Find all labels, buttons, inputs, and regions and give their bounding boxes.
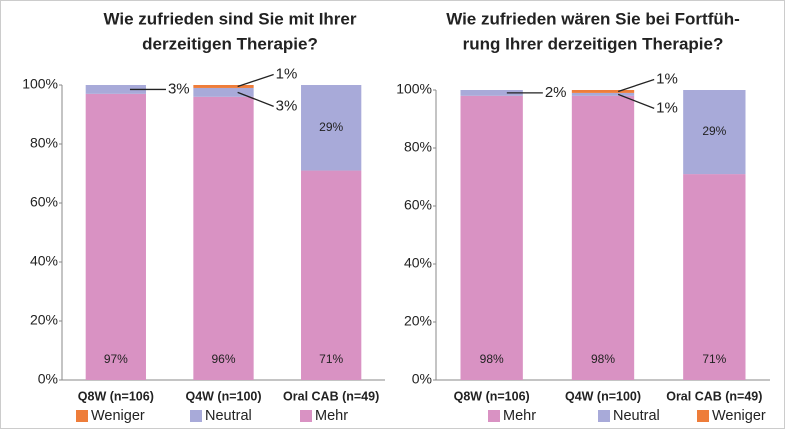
data-label: 3% [168,80,190,97]
data-label: 96% [211,352,235,366]
bar-segment [571,92,635,96]
data-label: 71% [702,352,726,366]
legend-swatch [190,410,202,422]
data-label: 1% [276,65,298,82]
bar-segment [460,95,523,381]
data-label: 29% [702,124,726,138]
y-tick-label: 40% [404,255,432,271]
data-label: 98% [591,352,615,366]
bar-segment [193,85,254,88]
data-label: 3% [276,97,298,114]
bar-segment [460,90,523,96]
y-tick-label: 60% [404,197,432,213]
chart-title: derzeitigen Therapie? [142,34,318,53]
bar-segment [301,85,362,171]
legend-swatch [697,410,709,422]
bar-segment [85,85,146,94]
y-tick-label: 100% [396,81,432,97]
chart-title: Wie zufrieden sind Sie mit Ihrer [103,9,356,28]
data-label: 97% [104,352,128,366]
legend-swatch [598,410,610,422]
chart-title: rung Ihrer derzeitigen Therapie? [463,34,724,53]
bar-segment [683,174,746,380]
legend-label: Mehr [315,408,348,424]
bar-segment [193,87,254,97]
y-tick-label: 80% [30,135,58,151]
y-tick-label: 0% [412,371,432,387]
data-label: 1% [656,70,678,87]
y-tick-label: 80% [404,139,432,155]
x-tick-label: Q8W (n=106) [78,389,154,403]
x-tick-label: Oral CAB (n=49) [666,389,762,403]
data-label: 98% [480,352,504,366]
y-tick-label: 40% [30,253,58,269]
y-tick-label: 100% [22,76,58,92]
leader-line [617,78,655,93]
legend-label: Neutral [613,408,660,424]
bar-segment [683,90,746,175]
chart-title: Wie zufrieden wären Sie bei Fortfüh- [446,9,740,28]
y-tick-label: 0% [38,371,58,387]
legend-swatch [488,410,500,422]
bar-segment [571,90,635,93]
leader-line [617,93,655,109]
x-tick-label: Q4W (n=100) [185,389,261,403]
legend-label: Neutral [205,408,252,424]
x-tick-label: Q8W (n=106) [454,389,530,403]
leader-line [237,91,274,107]
bar-segment [193,96,254,381]
leader-line [237,73,274,88]
y-tick-label: 20% [30,312,58,328]
data-label: 2% [545,84,567,101]
x-tick-label: Q4W (n=100) [565,389,641,403]
data-label: 29% [319,120,343,134]
legend-label: Weniger [91,408,145,424]
data-label: 1% [656,99,678,116]
legend-label: Mehr [503,408,536,424]
legend-swatch [300,410,312,422]
legend-swatch [76,410,88,422]
bar-segment [85,93,146,380]
bar-segment [301,170,362,380]
legend-label: Weniger [712,408,766,424]
y-tick-label: 60% [30,194,58,210]
data-label: 71% [319,352,343,366]
bar-segment [571,95,635,381]
x-tick-label: Oral CAB (n=49) [283,389,379,403]
y-tick-label: 20% [404,313,432,329]
